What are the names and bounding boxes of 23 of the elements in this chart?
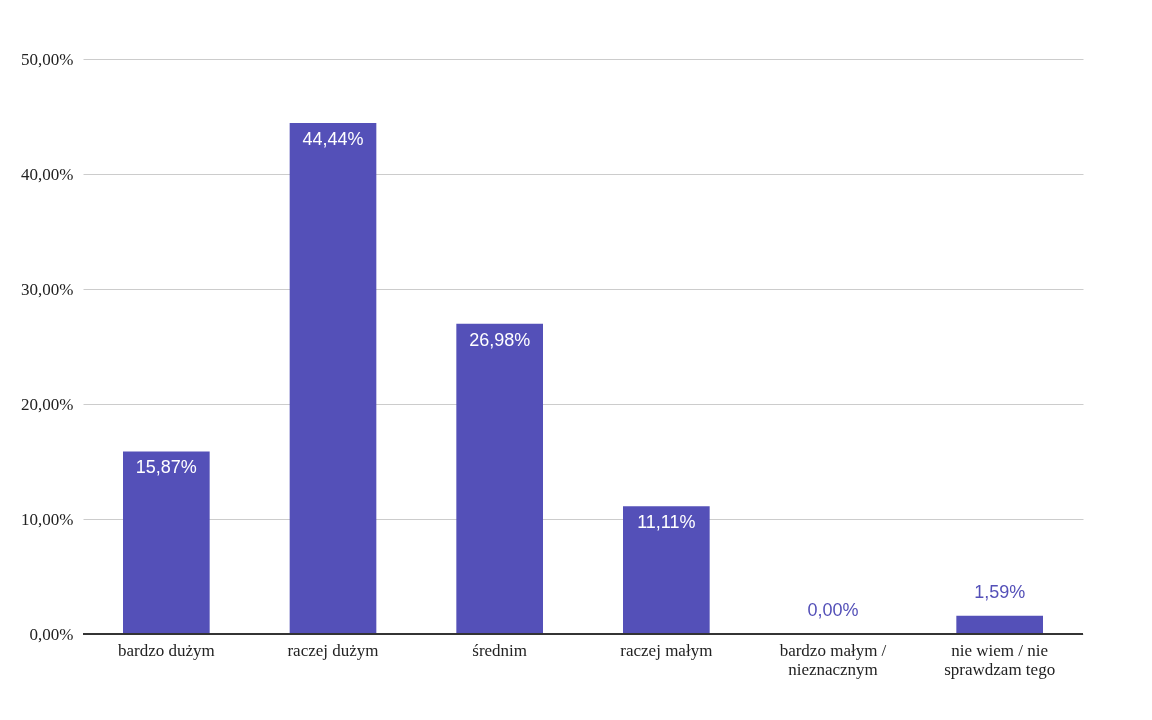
x-tick-label: nie wiem / nie sprawdzam tego: [944, 640, 1056, 679]
data-label: 11,11%: [637, 512, 696, 533]
x-tick-label: bardzo dużym: [117, 640, 215, 660]
y-tick-label: 40,00%: [21, 164, 74, 184]
bar: [956, 615, 1043, 634]
x-tick-label: raczej małym: [620, 640, 713, 660]
x-tick-label: średnim: [472, 640, 528, 660]
y-tick-label: 50,00%: [21, 49, 74, 69]
data-label: 1,59%: [974, 581, 1026, 602]
data-label: 44,44%: [302, 128, 364, 149]
data-label: 0,00%: [807, 600, 859, 620]
y-tick-label: 0,00%: [29, 624, 74, 644]
y-tick-label: 10,00%: [21, 509, 74, 529]
data-label: 26,98%: [469, 329, 531, 350]
y-tick-label: 30,00%: [21, 279, 74, 299]
y-tick-label: 20,00%: [21, 394, 74, 414]
x-tick-label: bardzo małym / nieznacznym: [779, 640, 887, 679]
bar: [623, 506, 710, 634]
data-label: 15,87%: [135, 457, 197, 478]
x-tick-label: raczej dużym: [287, 640, 379, 660]
bar: [289, 122, 377, 634]
bar: [456, 323, 543, 634]
bar: [123, 451, 210, 634]
